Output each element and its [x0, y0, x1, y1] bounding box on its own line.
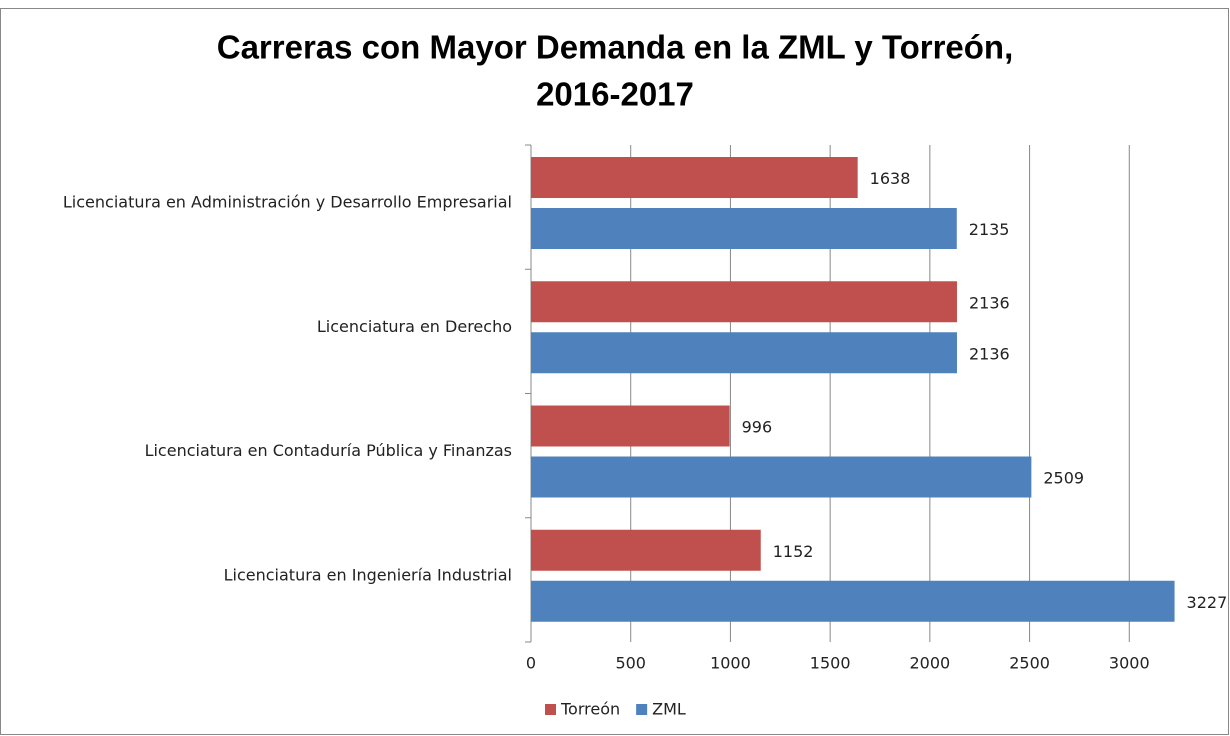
bar [531, 456, 1032, 498]
data-label: 1638 [870, 169, 911, 188]
y-tick-label: Licenciatura en Administración y Desarro… [63, 193, 512, 212]
chart-title: 2016-2017 [536, 76, 694, 113]
bar [531, 208, 957, 249]
chart-title: Carreras con Mayor Demanda en la ZML y T… [217, 29, 1014, 66]
data-label: 2136 [969, 344, 1010, 363]
x-tick-label: 500 [615, 654, 646, 673]
y-tick-label: Licenciatura en Contaduría Pública y Fin… [145, 441, 512, 460]
x-tick-label: 1500 [810, 654, 851, 673]
legend-label: ZML [652, 700, 686, 719]
legend-swatch [545, 704, 556, 715]
data-label: 2509 [1043, 469, 1084, 488]
x-tick-label: 3000 [1109, 654, 1150, 673]
bar [531, 281, 957, 323]
data-label: 1152 [773, 542, 814, 561]
data-label: 3227 [1187, 593, 1228, 612]
legend-swatch [636, 704, 648, 715]
data-label: 2136 [969, 293, 1010, 312]
x-tick-label: 2500 [1009, 654, 1050, 673]
bar [531, 405, 730, 447]
bar [531, 157, 858, 198]
y-tick-label: Licenciatura en Derecho [317, 317, 512, 336]
x-tick-label: 0 [526, 654, 536, 673]
x-tick-label: 1000 [710, 654, 751, 673]
bar [531, 529, 761, 571]
y-tick-label: Licenciatura en Ingeniería Industrial [224, 565, 512, 584]
bar [531, 580, 1175, 622]
data-label: 996 [742, 418, 773, 437]
bar [531, 332, 957, 374]
x-tick-label: 2000 [909, 654, 950, 673]
data-label: 2135 [969, 220, 1010, 239]
legend-label: Torreón [560, 700, 620, 719]
